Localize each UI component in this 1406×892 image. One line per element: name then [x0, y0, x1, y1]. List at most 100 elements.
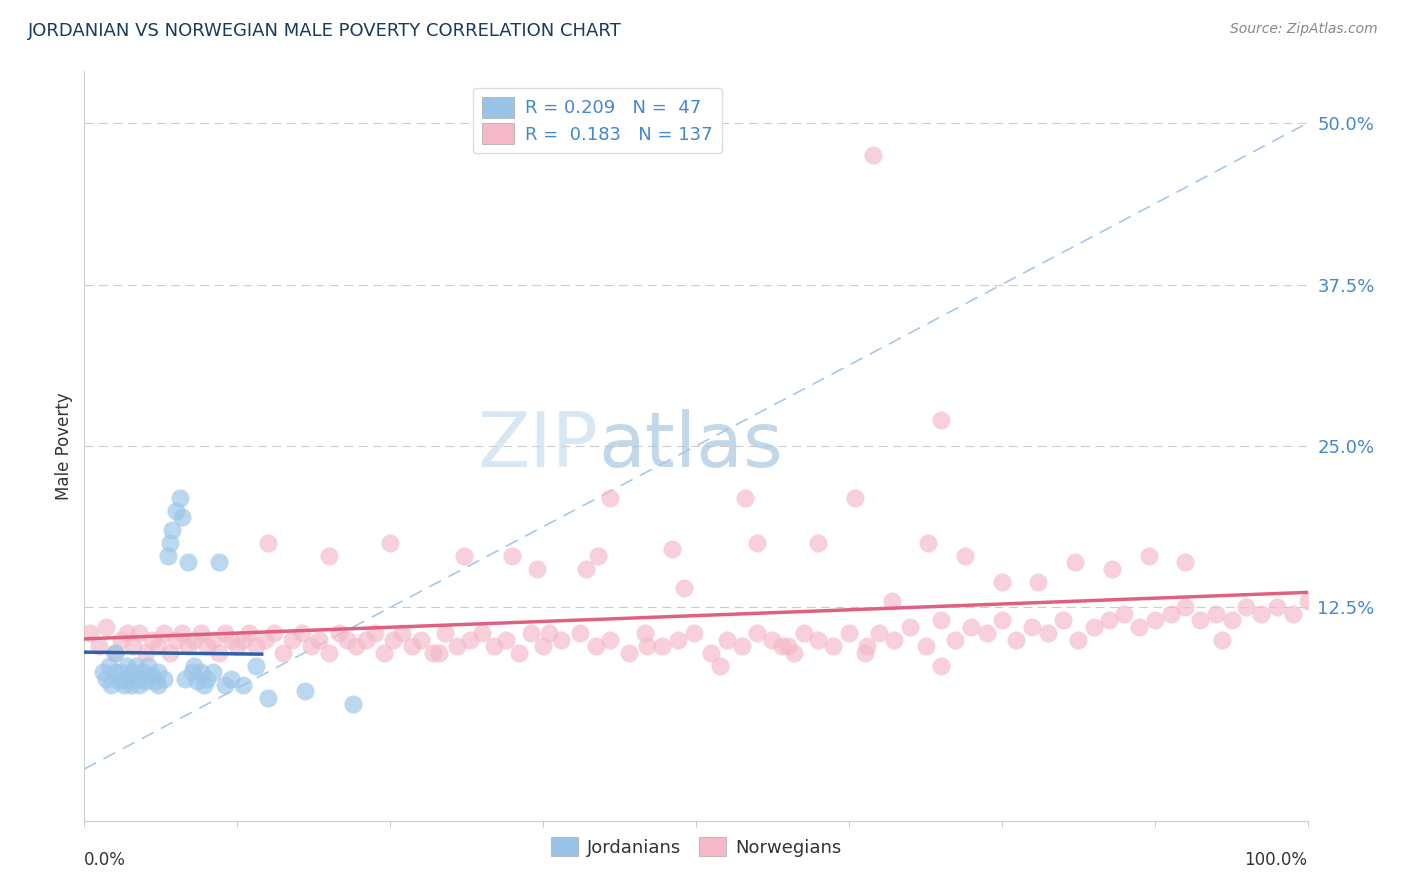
- Point: [844, 491, 866, 505]
- Point: [354, 632, 377, 647]
- Point: [636, 639, 658, 653]
- Point: [508, 646, 530, 660]
- Point: [1143, 614, 1166, 628]
- Point: [254, 632, 277, 647]
- Point: [1064, 555, 1087, 569]
- Point: [318, 646, 340, 660]
- Point: [120, 678, 142, 692]
- Point: [1101, 562, 1123, 576]
- Point: [1005, 632, 1028, 647]
- Point: [1128, 620, 1150, 634]
- Point: [201, 665, 224, 679]
- Point: [862, 148, 884, 162]
- Point: [526, 562, 548, 576]
- Point: [1282, 607, 1305, 621]
- Point: [110, 665, 132, 679]
- Point: [115, 672, 138, 686]
- Point: [135, 674, 157, 689]
- Point: [96, 620, 118, 634]
- Point: [883, 632, 905, 647]
- Point: [1114, 607, 1136, 621]
- Point: [917, 536, 939, 550]
- Point: [1052, 614, 1074, 628]
- Point: [172, 626, 194, 640]
- Point: [190, 626, 212, 640]
- Point: [214, 678, 236, 692]
- Point: [186, 674, 208, 689]
- Point: [943, 632, 966, 647]
- Point: [281, 632, 304, 647]
- Point: [159, 536, 181, 550]
- Point: [550, 632, 572, 647]
- Point: [1098, 614, 1121, 628]
- Point: [520, 626, 543, 640]
- Point: [190, 665, 212, 679]
- Point: [747, 626, 769, 640]
- Point: [104, 646, 127, 660]
- Point: [731, 639, 754, 653]
- Point: [453, 549, 475, 563]
- Point: [181, 665, 204, 679]
- Point: [1021, 620, 1043, 634]
- Point: [79, 626, 101, 640]
- Point: [146, 665, 169, 679]
- Point: [960, 620, 983, 634]
- Point: [821, 639, 844, 653]
- Point: [538, 626, 561, 640]
- Point: [672, 581, 695, 595]
- Y-axis label: Male Poverty: Male Poverty: [55, 392, 73, 500]
- Point: [1028, 574, 1050, 589]
- Point: [183, 632, 205, 647]
- Point: [898, 620, 921, 634]
- Point: [770, 639, 793, 653]
- Point: [869, 626, 891, 640]
- Point: [991, 614, 1014, 628]
- Point: [141, 669, 163, 683]
- Point: [699, 646, 721, 660]
- Point: [599, 632, 621, 647]
- Point: [183, 658, 205, 673]
- Point: [434, 626, 457, 640]
- Point: [776, 639, 799, 653]
- Point: [128, 672, 150, 686]
- Point: [328, 626, 350, 640]
- Point: [291, 626, 314, 640]
- Point: [422, 646, 444, 660]
- Point: [380, 536, 402, 550]
- Point: [112, 678, 135, 692]
- Point: [115, 658, 138, 673]
- Point: [318, 549, 340, 563]
- Point: [104, 665, 127, 679]
- Point: [208, 646, 231, 660]
- Point: [91, 665, 114, 679]
- Point: [257, 690, 280, 705]
- Point: [1236, 600, 1258, 615]
- Point: [195, 639, 218, 653]
- Point: [929, 658, 952, 673]
- Point: [128, 678, 150, 692]
- Point: [661, 542, 683, 557]
- Point: [115, 626, 138, 640]
- Point: [1174, 600, 1197, 615]
- Point: [219, 632, 242, 647]
- Point: [132, 665, 155, 679]
- Point: [1083, 620, 1105, 634]
- Point: [232, 632, 254, 647]
- Point: [122, 639, 145, 653]
- Point: [226, 639, 249, 653]
- Point: [1220, 614, 1243, 628]
- Point: [585, 639, 607, 653]
- Point: [1296, 594, 1319, 608]
- Point: [153, 672, 176, 686]
- Point: [257, 536, 280, 550]
- Point: [1265, 600, 1288, 615]
- Point: [245, 639, 267, 653]
- Point: [856, 639, 879, 653]
- Point: [159, 646, 181, 660]
- Point: [107, 674, 129, 689]
- Point: [633, 626, 655, 640]
- Point: [141, 632, 163, 647]
- Point: [853, 646, 876, 660]
- Point: [953, 549, 976, 563]
- Point: [682, 626, 704, 640]
